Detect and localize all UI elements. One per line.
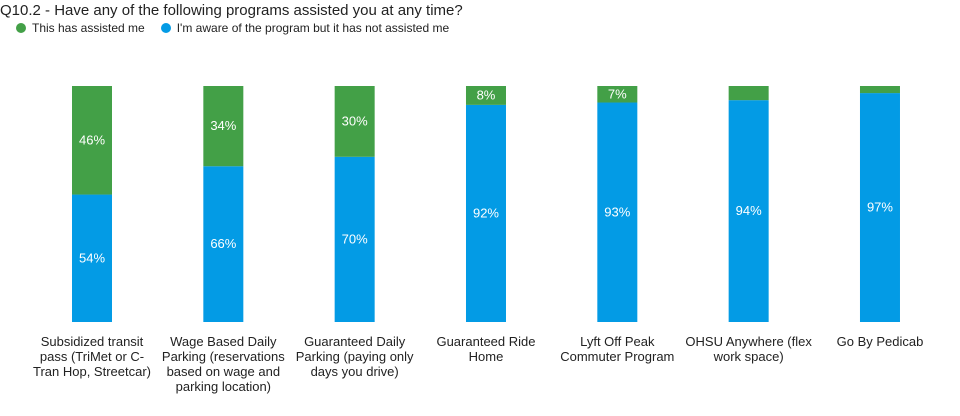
data-label-assisted-3: 8% [477, 87, 496, 102]
category-label-1: Wage Based Daily Parking (reservations b… [161, 334, 285, 394]
data-label-aware-2: 70% [342, 231, 368, 246]
legend-swatch-aware [160, 23, 171, 33]
bar-aware-6 [859, 93, 900, 322]
data-label-aware-1: 66% [210, 236, 236, 251]
bar-assisted-4 [597, 86, 638, 103]
data-label-assisted-4: 7% [608, 86, 627, 101]
category-label-3: Guaranteed Ride Home [436, 334, 536, 364]
chart-title: Q10.2 - Have any of the following progra… [0, 2, 463, 19]
category-label-2: Guaranteed Daily Parking (paying only da… [295, 334, 414, 379]
bar-aware-5 [728, 100, 769, 322]
legend-label-aware: I'm aware of the program but it has not … [176, 21, 450, 35]
bar-assisted-3 [465, 86, 506, 105]
data-label-aware-0: 54% [79, 250, 105, 265]
data-label-assisted-1: 34% [210, 118, 236, 133]
category-label-4: Lyft Off Peak Commuter Program [560, 334, 675, 364]
category-label-0: Subsidized transit pass (TriMet or C-Tra… [32, 334, 151, 379]
data-label-assisted-0: 46% [79, 132, 105, 147]
bar-assisted-6 [859, 86, 900, 94]
legend-label-assisted: This has assisted me [32, 21, 145, 35]
bar-aware-0 [72, 194, 112, 322]
category-label-5: OHSU Anywhere (flex work space) [685, 334, 812, 364]
category-label-6: Go By Pedicab [836, 334, 924, 349]
bar-assisted-0 [72, 86, 112, 195]
bar-assisted-5 [728, 86, 769, 101]
data-label-aware-5: 94% [736, 203, 762, 218]
data-label-aware-3: 92% [473, 205, 499, 220]
data-label-aware-6: 97% [867, 200, 893, 215]
legend: This has assisted me I'm aware of the pr… [16, 21, 449, 35]
data-label-aware-4: 93% [604, 204, 630, 219]
bar-aware-2 [334, 156, 375, 322]
legend-swatch-assisted [16, 23, 26, 33]
legend-item-assisted: This has assisted me [16, 21, 145, 35]
legend-item-aware: I'm aware of the program but it has not … [160, 21, 450, 35]
bar-assisted-2 [334, 86, 375, 157]
bar-aware-4 [597, 102, 638, 323]
bar-assisted-1 [203, 86, 244, 167]
bar-aware-3 [465, 104, 506, 322]
bar-aware-1 [203, 166, 244, 322]
data-label-assisted-2: 30% [342, 113, 368, 128]
